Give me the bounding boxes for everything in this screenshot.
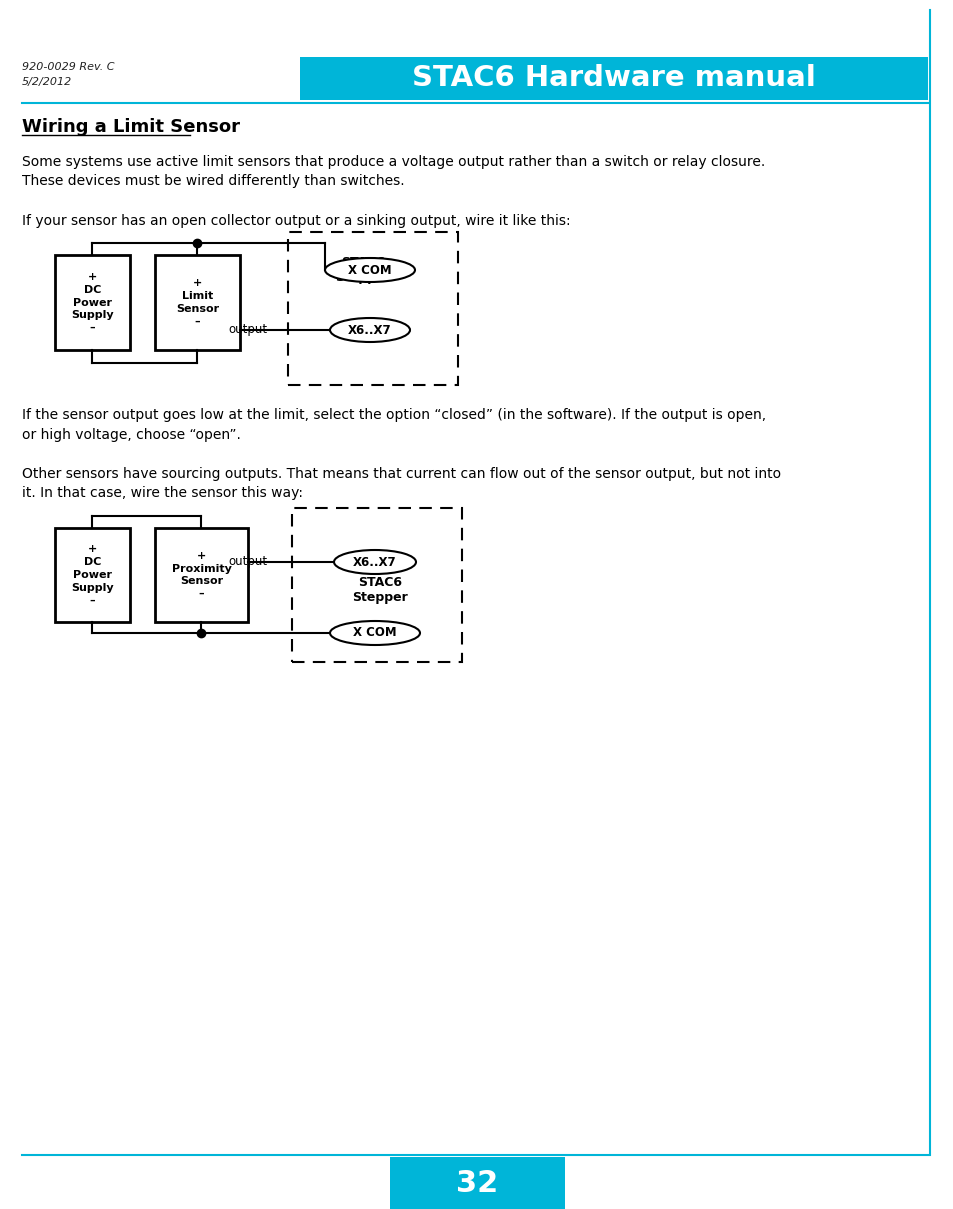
Text: STAC6 Hardware manual: STAC6 Hardware manual [412, 64, 815, 93]
Text: Wiring a Limit Sensor: Wiring a Limit Sensor [22, 118, 240, 135]
Text: +
DC
Power
Supply
–: + DC Power Supply – [71, 272, 113, 334]
Text: X COM: X COM [348, 264, 392, 277]
Text: +
Limit
Sensor
–: + Limit Sensor – [175, 278, 219, 326]
Text: Some systems use active limit sensors that produce a voltage output rather than : Some systems use active limit sensors th… [22, 155, 764, 189]
Text: Other sensors have sourcing outputs. That means that current can flow out of the: Other sensors have sourcing outputs. Tha… [22, 467, 781, 501]
Text: +
Proximity
Sensor
–: + Proximity Sensor – [172, 551, 232, 600]
Bar [288, 232, 457, 384]
Bar [292, 508, 461, 663]
Text: X COM: X COM [353, 626, 396, 640]
Text: output: output [229, 555, 268, 568]
Text: 920-0029 Rev. C: 920-0029 Rev. C [22, 62, 114, 73]
Text: If your sensor has an open collector output or a sinking output, wire it like th: If your sensor has an open collector out… [22, 214, 570, 229]
Text: 32: 32 [456, 1169, 498, 1197]
Text: STAC6
Stepper: STAC6 Stepper [335, 255, 391, 284]
Text: X6..X7: X6..X7 [353, 555, 396, 568]
Text: output: output [229, 324, 268, 336]
Ellipse shape [334, 550, 416, 574]
Polygon shape [390, 1157, 564, 1209]
Polygon shape [299, 57, 927, 100]
Text: X6..X7: X6..X7 [348, 324, 392, 336]
Bar [154, 255, 240, 349]
Text: If the sensor output goes low at the limit, select the option “closed” (in the s: If the sensor output goes low at the lim… [22, 407, 765, 441]
Ellipse shape [325, 258, 415, 282]
Bar [55, 528, 130, 621]
Text: STAC6
Stepper: STAC6 Stepper [352, 575, 408, 604]
Text: 5/2/2012: 5/2/2012 [22, 77, 72, 87]
Ellipse shape [330, 318, 410, 342]
Text: +
DC
Power
Supply
–: + DC Power Supply – [71, 544, 113, 606]
Bar [55, 255, 130, 349]
Bar [154, 528, 248, 621]
Ellipse shape [330, 621, 419, 644]
